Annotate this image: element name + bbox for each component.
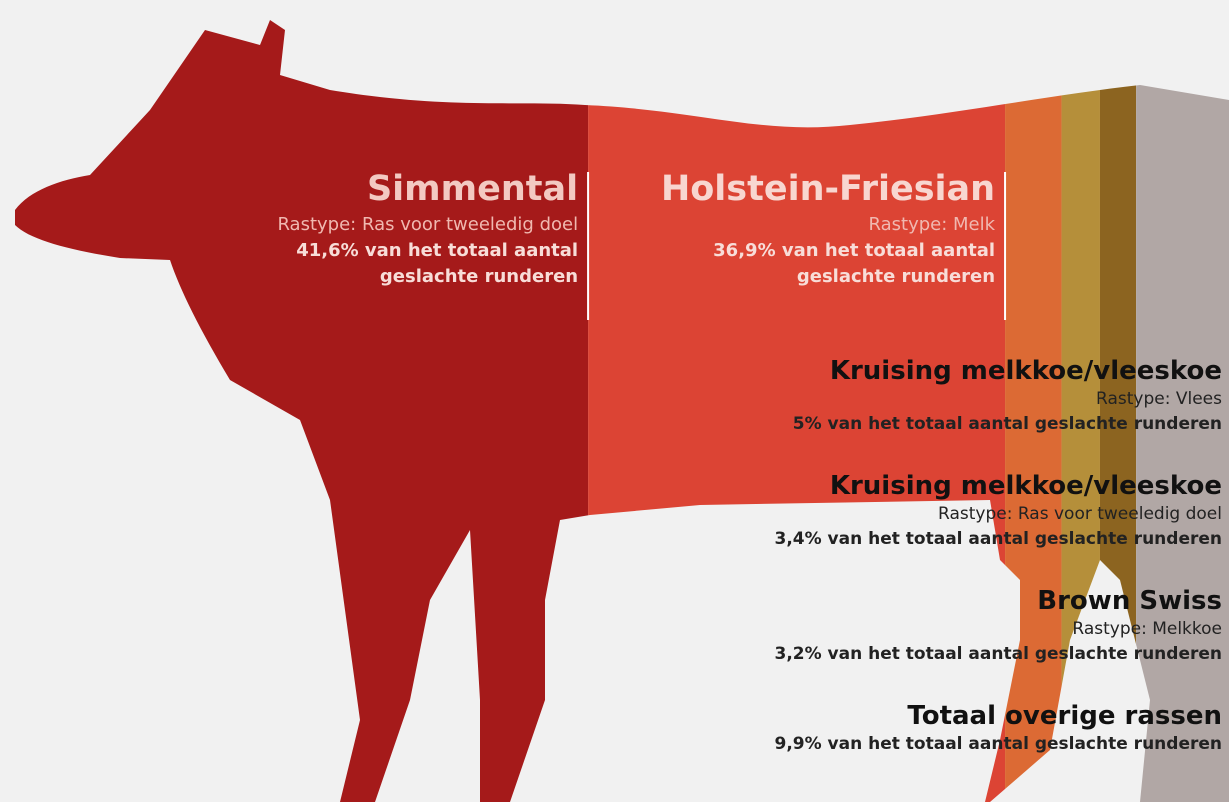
breed-type: Rastype: Melkkoe: [1072, 619, 1222, 639]
breed-name: Kruising melkkoe/vleeskoe: [829, 471, 1222, 501]
label-block: Totaal overige rassen 9,9% van het totaal…: [774, 700, 1222, 757]
share-label: 3,4% van het totaal aantal geslachte run…: [774, 529, 1222, 549]
share-label: 36,9% van het totaal aantal geslachte ru…: [713, 240, 996, 287]
share-label: 9,9% van het totaal aantal geslachte run…: [774, 734, 1222, 754]
share-label: 41,6% van het totaal aantal geslachte ru…: [296, 240, 579, 287]
breed-type: Rastype: Vlees: [1096, 389, 1222, 409]
band: [118, 20, 589, 802]
breed-name: Simmental: [366, 169, 579, 209]
band: [1005, 20, 1062, 802]
label-block: Simmental Rastype: Ras voor tweeledig doe…: [218, 166, 578, 290]
breed-name: Totaal overige rassen: [907, 701, 1222, 731]
cow-head: [15, 20, 118, 802]
label-block: Kruising melkkoe/vleeskoe Rastype: Ras vo…: [774, 470, 1222, 552]
band: [1136, 20, 1229, 802]
breed-type: Rastype: Ras voor tweeledig doel: [938, 504, 1222, 524]
label-block: Kruising melkkoe/vleeskoe Rastype: Vlees 5…: [793, 355, 1222, 437]
label-block: Brown Swiss Rastype: Melkkoe 3,2% van het …: [774, 585, 1222, 667]
breed-name: Brown Swiss: [1037, 586, 1222, 616]
breed-name: Holstein-Friesian: [660, 169, 996, 209]
share-label: 5% van het totaal aantal geslachte runde…: [792, 414, 1222, 434]
share-label: 3,2% van het totaal aantal geslachte run…: [774, 644, 1222, 664]
breed-type: Rastype: Melk: [868, 214, 996, 235]
breed-name: Kruising melkkoe/vleeskoe: [829, 356, 1222, 386]
breed-type: Rastype: Ras voor tweeledig doel: [277, 214, 579, 235]
label-block: Holstein-Friesian Rastype: Melk 36,9% van …: [635, 166, 995, 290]
